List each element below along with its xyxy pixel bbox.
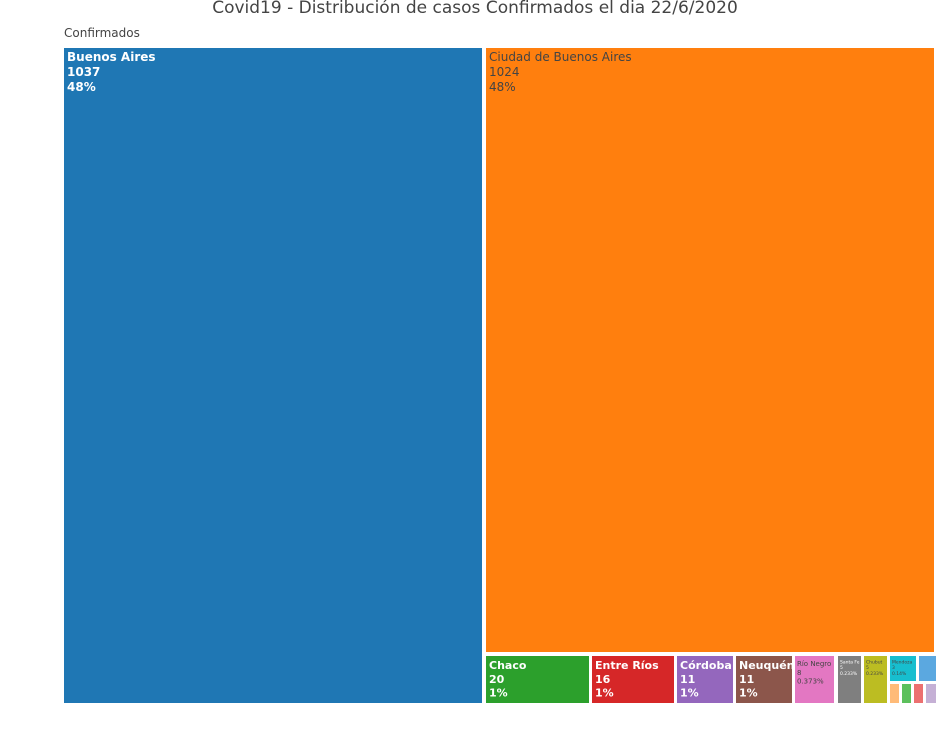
treemap-label-chaco: Chaco — [489, 659, 527, 672]
treemap-value-cordoba: 11 — [680, 673, 695, 686]
treemap-value-chaco: 20 — [489, 673, 505, 686]
treemap-tile-tile-12[interactable] — [902, 684, 911, 703]
treemap-label-cordoba: Córdoba — [680, 659, 732, 672]
treemap-label-mendoza: Mendoza — [892, 660, 912, 666]
treemap-value-mendoza: 3 — [892, 665, 895, 671]
treemap-percent-ciudad-de-buenos-aires: 48% — [489, 80, 516, 94]
treemap-rect-tile-12[interactable] — [902, 684, 911, 703]
treemap-percent-cordoba: 1% — [680, 687, 699, 700]
treemap-label-neuquen: Neuquén — [739, 659, 795, 672]
treemap-percent-entre-rios: 1% — [595, 687, 614, 700]
treemap-rect-ciudad-de-buenos-aires[interactable] — [486, 48, 934, 652]
treemap-percent-buenos-aires: 48% — [67, 80, 96, 94]
treemap-label-chubut: Chubut — [866, 660, 883, 666]
treemap-rect-entre-rios[interactable] — [592, 656, 674, 703]
treemap-value-neuquen: 11 — [739, 673, 754, 686]
treemap-rect-chubut[interactable] — [864, 656, 887, 703]
treemap-rect-tile-13[interactable] — [914, 684, 923, 703]
treemap-value-ciudad-de-buenos-aires: 1024 — [489, 65, 520, 79]
treemap-percent-chubut: 0.233% — [866, 671, 884, 677]
treemap-percent-chaco: 1% — [489, 687, 508, 700]
treemap-rect-chaco[interactable] — [486, 656, 589, 703]
treemap-rect-tile-10[interactable] — [919, 656, 936, 681]
treemap-value-chubut: 5 — [866, 665, 869, 671]
treemap-percent-mendoza: 0.14% — [892, 671, 907, 677]
treemap-rect-tile-14[interactable] — [926, 684, 936, 703]
treemap-rect-santa-fe[interactable] — [838, 656, 861, 703]
treemap-percent-santa-fe: 0.233% — [840, 671, 858, 677]
treemap-rect-tile-11[interactable] — [890, 684, 899, 703]
treemap-percent-rio-negro: 0.373% — [797, 678, 824, 686]
treemap-tile-tile-11[interactable] — [890, 684, 899, 703]
treemap-label-ciudad-de-buenos-aires: Ciudad de Buenos Aires — [489, 50, 632, 64]
treemap-rect-mendoza[interactable] — [890, 656, 916, 681]
treemap-tile-tile-10[interactable] — [919, 656, 936, 681]
treemap-pathbar[interactable]: Confirmados — [64, 26, 140, 40]
treemap-value-entre-rios: 16 — [595, 673, 611, 686]
treemap-rect-buenos-aires[interactable] — [64, 48, 482, 703]
treemap-tile-tile-13[interactable] — [914, 684, 923, 703]
treemap-value-santa-fe: 5 — [840, 665, 843, 671]
treemap-rect-rio-negro[interactable] — [795, 656, 834, 703]
chart-title: Covid19 - Distribución de casos Confirma… — [212, 0, 738, 18]
treemap-rect-cordoba[interactable] — [677, 656, 733, 703]
treemap-label-rio-negro: Río Negro — [797, 660, 831, 668]
treemap-percent-neuquen: 1% — [739, 687, 758, 700]
treemap-label-entre-rios: Entre Ríos — [595, 659, 659, 672]
treemap-value-rio-negro: 8 — [797, 669, 801, 677]
treemap-tile-tile-14[interactable] — [926, 684, 936, 703]
treemap-rect-neuquen[interactable] — [736, 656, 792, 703]
treemap-value-buenos-aires: 1037 — [67, 65, 100, 79]
treemap-label-santa-fe: Santa Fe — [840, 660, 860, 666]
treemap-label-buenos-aires: Buenos Aires — [67, 50, 156, 64]
